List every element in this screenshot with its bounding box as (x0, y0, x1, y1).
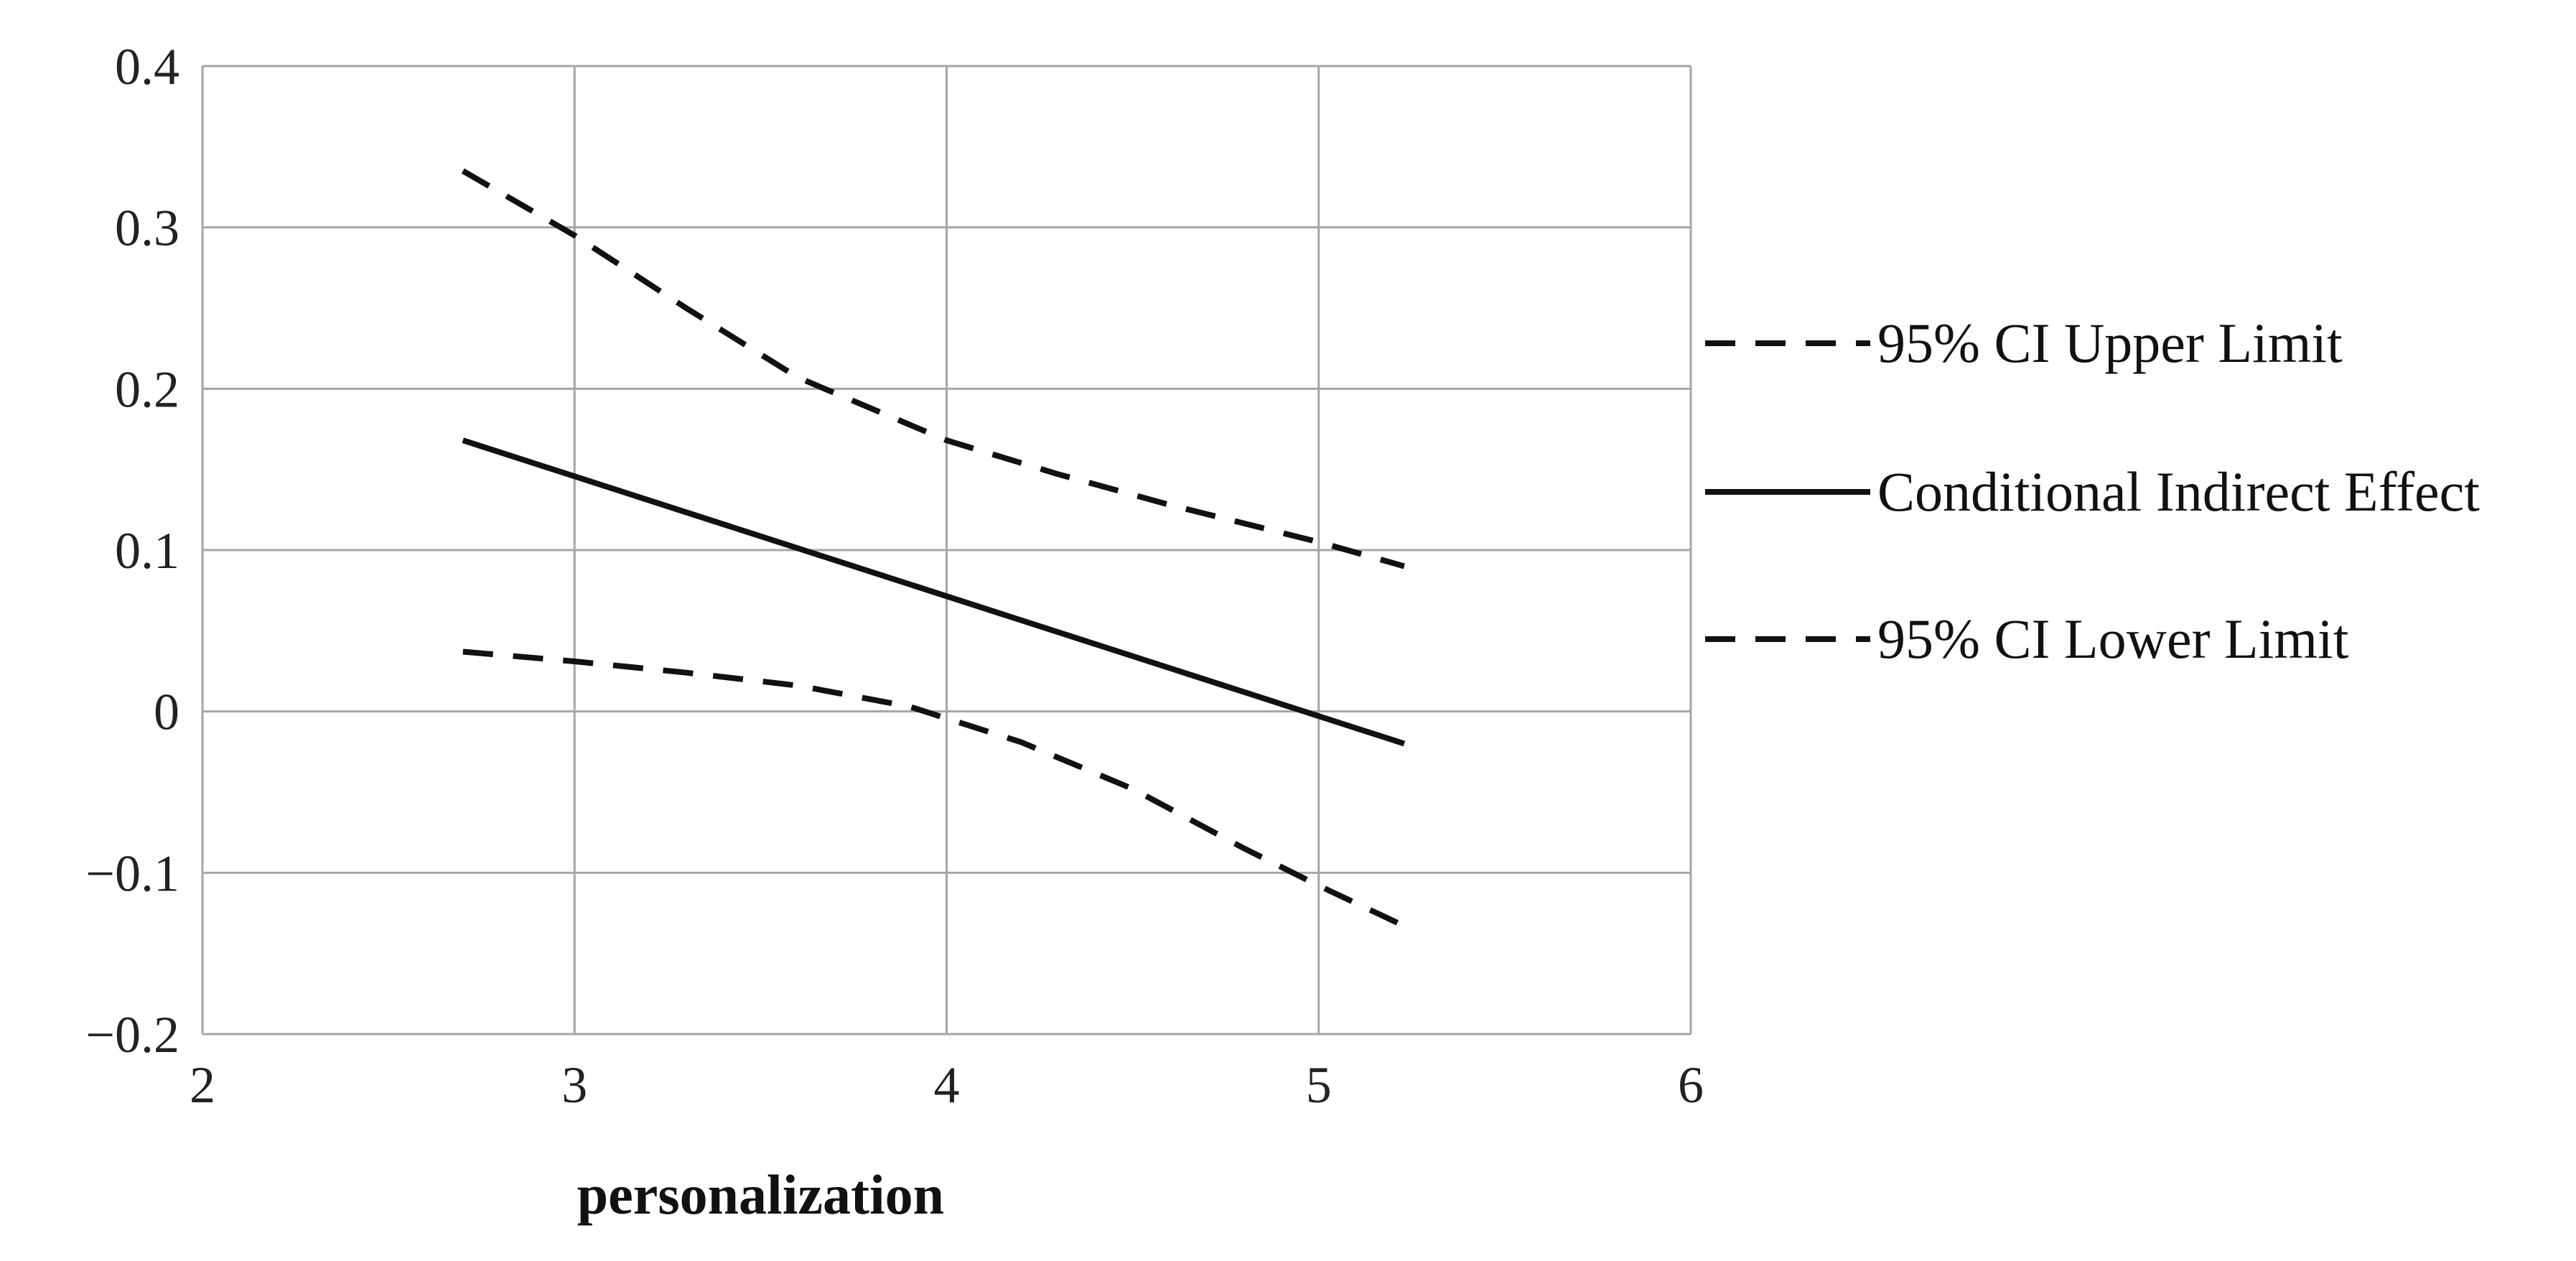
legend-item-1: Conditional Indirect Effect (1705, 460, 2480, 523)
series-layer (461, 168, 1406, 929)
y-tick-label: 0.4 (115, 38, 179, 96)
series-line-2 (462, 648, 1406, 929)
y-tick-label: 0.1 (115, 522, 179, 580)
y-tick-label: 0.2 (115, 360, 179, 418)
series-line-1 (462, 437, 1406, 747)
legend-item-2: 95% CI Lower Limit (1705, 608, 2349, 670)
grid (201, 65, 1692, 1036)
x-tick-label: 2 (190, 1056, 215, 1114)
legend-item-0: 95% CI Upper Limit (1705, 312, 2343, 374)
x-tick-label: 5 (1306, 1056, 1332, 1114)
legend-label: Conditional Indirect Effect (1877, 460, 2480, 523)
y-tick-label: −0.2 (85, 1006, 179, 1064)
x-tick-label: 6 (1678, 1056, 1704, 1114)
y-tick-label: 0 (154, 684, 179, 741)
legend: 95% CI Upper Limit Conditional Indirect E… (1705, 312, 2480, 670)
legend-label: 95% CI Lower Limit (1877, 608, 2349, 670)
x-axis-title: personalization (577, 1163, 944, 1226)
y-tick-label: −0.1 (85, 844, 179, 902)
series-line-0 (461, 168, 1405, 569)
legend-label: 95% CI Upper Limit (1877, 312, 2343, 374)
tick-labels: 0.4 0.3 0.2 0.1 0 −0.1 −0.22 3 4 5 6 (85, 38, 1704, 1114)
x-tick-label: 3 (561, 1056, 587, 1114)
x-tick-label: 4 (934, 1056, 960, 1114)
y-tick-label: 0.3 (115, 200, 179, 257)
